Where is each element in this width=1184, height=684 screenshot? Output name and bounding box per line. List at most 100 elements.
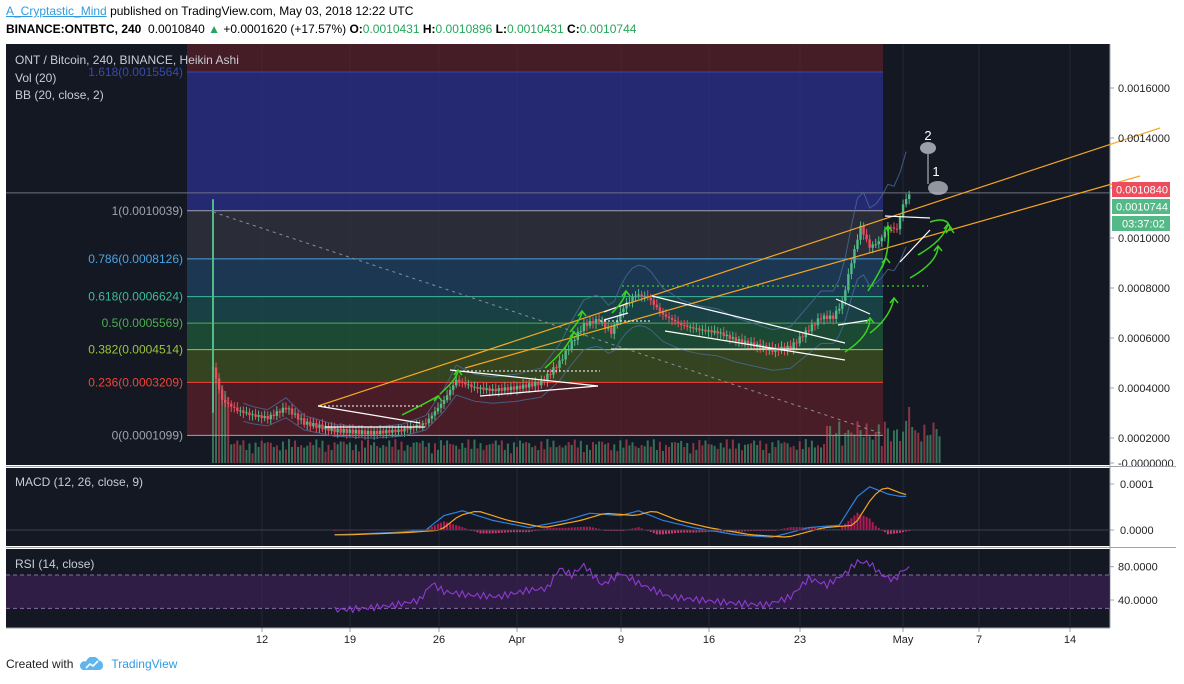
candle-body [531,383,534,387]
rsi-indicator-label[interactable]: RSI (14, close) [15,557,95,571]
fib-zone [187,210,883,259]
volume-bar [373,442,376,463]
volume-bar [655,449,658,463]
volume-bar [479,443,482,463]
target-label-1: 1 [932,164,939,179]
volume-bar [278,450,281,463]
volume-bar [315,439,318,463]
volume-bar [722,447,725,463]
macd-indicator-label[interactable]: MACD (12, 26, close, 9) [15,475,144,489]
author-link[interactable]: A_Cryptastic_Mind [6,4,107,18]
volume-bar [768,453,771,463]
created-with-label: Created with [6,657,74,671]
fib-level-label: 0.618(0.0006624) [88,290,183,304]
candle-body [616,321,619,325]
volume-bar [816,445,819,463]
volume-bar [683,446,686,463]
candle-body [400,429,403,432]
candle-body [500,388,503,391]
volume-bar [588,449,591,463]
macd-pane [6,468,1110,546]
candle-body [822,315,826,320]
volume-bar [686,443,689,463]
macd-histogram-bar [883,530,886,533]
candle-body [561,359,564,361]
macd-series [333,486,911,538]
bollinger-indicator-label[interactable]: BB (20, close, 2) [15,88,104,102]
volume-bar [324,451,327,463]
volume-bar [288,439,290,463]
volume-bar [771,442,774,463]
volume-bar [905,420,908,463]
candle-body [898,216,902,230]
volume-bar [400,441,403,463]
arrow-line [869,297,895,334]
volume-bar [221,385,224,463]
volume-bar [844,432,847,463]
macd-histogram-bar [440,522,442,530]
volume-bar [619,440,622,463]
macd-histogram-bar [896,530,898,534]
volume-bar [731,439,734,463]
time-tick-label: Apr [508,634,525,646]
macd-histogram-bar [631,528,634,530]
volume-bar [236,440,239,463]
candle-body [330,427,333,431]
macd-histogram-bar [856,512,859,530]
macd-histogram-bar [892,530,895,534]
macd-histogram-bar [564,527,567,530]
volume-bar [917,432,920,463]
symbol-line: BINANCE:ONTBTC, 240 0.0010840 ▲ +0.00016… [6,20,1176,38]
volume-bar [357,451,360,463]
macd-histogram-bar [862,515,865,530]
volume-bar [856,421,859,463]
fib-level-label: 0(0.0001099) [112,428,183,442]
volume-bar [813,447,816,463]
volume-bar [260,440,263,463]
volume-bar [266,442,269,463]
macd-histogram-bar [443,521,446,530]
candle-body [683,325,686,327]
candle-body [555,367,558,369]
volume-bar [883,421,886,463]
close-value: 0.0010744 [579,22,637,36]
tradingview-link[interactable]: TradingView [111,657,178,671]
candle-body [257,415,260,417]
macd-histogram-bar [503,530,506,533]
last-price-tag [1112,182,1170,197]
candle-body [591,320,595,324]
macd-histogram-bar [692,530,695,533]
candle-body [907,194,911,200]
volume-bar [777,440,780,463]
candle-body [792,342,795,350]
volume-bar [443,445,446,463]
arrow-head [945,226,955,234]
volume-bar [734,448,737,463]
volume-bar [677,442,680,463]
candle-body [850,263,853,275]
macd-histogram-bar [671,530,674,534]
chart-canvas[interactable]: 1.618(0.0015564) 1(0.0010039) 0.786(0.0008… [0,0,1184,650]
candle-body [394,429,397,433]
candle-body [509,386,513,391]
volume-bar [658,441,661,463]
candle-body [889,227,893,229]
fib-level-label: 0.236(0.0003209) [88,375,183,389]
candle-body [673,319,677,322]
volume-bar [512,442,515,463]
volume-indicator-label[interactable]: Vol (20) [15,71,57,85]
candle-body [433,411,437,416]
volume-bar [582,452,585,463]
candle-body [245,412,248,414]
candle-body [327,426,330,431]
candle-series [211,190,911,440]
volume-bar [370,445,373,463]
volume-bar [534,445,537,463]
macd-histogram-bar [494,530,497,534]
candle-body [357,429,361,434]
publish-line: A_Cryptastic_Mind published on TradingVi… [6,2,1176,20]
candle-body [549,373,552,375]
volume-bar [272,447,275,463]
macd-histogram-bar [567,527,570,530]
volume-bar [871,439,874,463]
